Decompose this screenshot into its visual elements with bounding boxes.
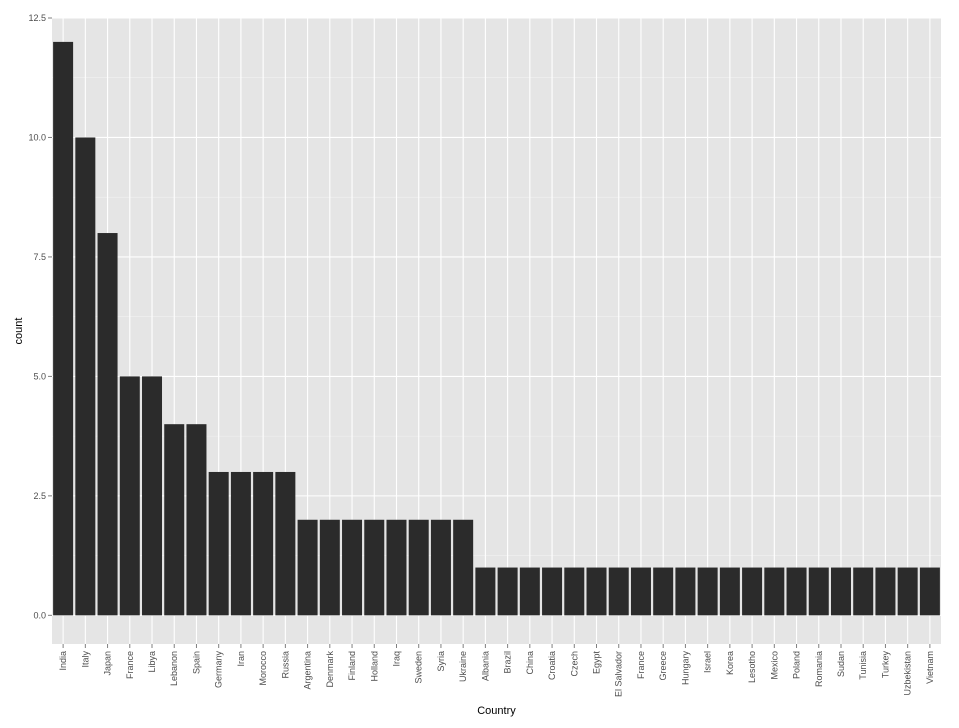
x-tick-label: Croatia — [547, 651, 557, 680]
bar-denmark — [319, 519, 340, 616]
x-tick-label: France — [125, 651, 135, 679]
bar-turkey — [875, 567, 896, 616]
bar-tunisia — [853, 567, 874, 616]
x-tick-label: Egypt — [592, 651, 602, 675]
bar-croatia — [542, 567, 563, 616]
bar-czech — [564, 567, 585, 616]
bar-italy — [75, 137, 96, 616]
bar-brazil — [497, 567, 518, 616]
bar-spain — [186, 424, 207, 616]
bar-morocco — [253, 471, 274, 616]
y-tick-label: 10.0 — [28, 132, 46, 142]
bar-india — [53, 41, 74, 616]
bar-uzbekistan — [897, 567, 918, 616]
bar-finland — [342, 519, 363, 616]
bar-sudan — [830, 567, 851, 616]
x-tick-label: Japan — [103, 651, 113, 676]
bar-libya — [142, 376, 163, 616]
bar-lebanon — [164, 424, 185, 616]
x-tick-label: Vietnam — [925, 651, 935, 684]
bar-poland — [786, 567, 807, 616]
x-tick-label: Turkey — [880, 651, 890, 679]
x-tick-label: Iran — [236, 651, 246, 667]
x-tick-label: Spain — [191, 651, 201, 674]
x-tick-label: Iraq — [391, 651, 401, 667]
x-tick-label: Albania — [480, 651, 490, 681]
y-tick-label: 5.0 — [33, 371, 46, 381]
x-tick-label: France — [636, 651, 646, 679]
bar-korea — [719, 567, 740, 616]
bar-lesotho — [742, 567, 763, 616]
bars — [53, 41, 940, 616]
x-tick-label: Greece — [658, 651, 668, 681]
x-tick-label: China — [525, 651, 535, 675]
x-tick-label: Russia — [280, 651, 290, 679]
y-axis-title: count — [13, 318, 25, 345]
bar-mexico — [764, 567, 785, 616]
bar-romania — [808, 567, 829, 616]
x-tick-label: Sudan — [836, 651, 846, 677]
x-tick-label: Mexico — [769, 651, 779, 680]
x-tick-label: Korea — [725, 651, 735, 675]
bar-russia — [275, 471, 296, 616]
x-axis-title: Country — [477, 705, 516, 717]
x-tick-label: Libya — [147, 651, 157, 673]
x-tick-label: Lesotho — [747, 651, 757, 683]
x-tick-label: Poland — [792, 651, 802, 679]
x-tick-label: El Salvador — [614, 651, 624, 697]
bar-vietnam — [919, 567, 940, 616]
x-tick-label: Holland — [369, 651, 379, 682]
x-axis: India Italy Japan France Libya Lebanon Spain Ge… — [58, 644, 935, 697]
bar-france — [630, 567, 651, 616]
x-tick-label: Denmark — [325, 651, 335, 688]
bar-el-salvador — [608, 567, 629, 616]
y-axis: 0.0 2.5 5.0 7.5 10.0 12.5 — [28, 13, 52, 620]
x-tick-label: Israel — [703, 651, 713, 673]
bar-china — [519, 567, 540, 616]
bar-israel — [697, 567, 718, 616]
plot-panel — [52, 18, 941, 644]
x-tick-label: Germany — [214, 651, 224, 689]
x-tick-label: Ukraine — [458, 651, 468, 682]
bar-argentina — [297, 519, 318, 616]
x-tick-label: Italy — [80, 651, 90, 668]
bar-iraq — [386, 519, 407, 616]
bar-syria — [430, 519, 451, 616]
bar-france — [119, 376, 140, 616]
x-tick-label: Uzbekistan — [903, 651, 913, 696]
x-tick-label: Czech — [569, 651, 579, 677]
bar-japan — [97, 233, 118, 616]
y-tick-label: 2.5 — [33, 491, 46, 501]
x-tick-label: Romania — [814, 651, 824, 687]
bar-ukraine — [453, 519, 474, 616]
bar-holland — [364, 519, 385, 616]
x-tick-label: Finland — [347, 651, 357, 681]
x-tick-label: Lebanon — [169, 651, 179, 686]
x-tick-label: Hungary — [680, 651, 690, 686]
bar-egypt — [586, 567, 607, 616]
bar-albania — [475, 567, 496, 616]
bar-sweden — [408, 519, 429, 616]
x-tick-label: Morocco — [258, 651, 268, 686]
x-tick-label: Sweden — [414, 651, 424, 684]
bar-hungary — [675, 567, 696, 616]
y-tick-label: 0.0 — [33, 610, 46, 620]
x-tick-label: Argentina — [303, 651, 313, 690]
x-tick-label: Syria — [436, 651, 446, 672]
bar-iran — [230, 471, 251, 616]
y-tick-label: 12.5 — [28, 13, 46, 23]
bar-germany — [208, 471, 229, 616]
bar-greece — [653, 567, 674, 616]
x-tick-label: Brazil — [503, 651, 513, 674]
y-tick-label: 7.5 — [33, 252, 46, 262]
x-tick-label: India — [58, 651, 68, 671]
x-tick-label: Tunisia — [858, 651, 868, 680]
